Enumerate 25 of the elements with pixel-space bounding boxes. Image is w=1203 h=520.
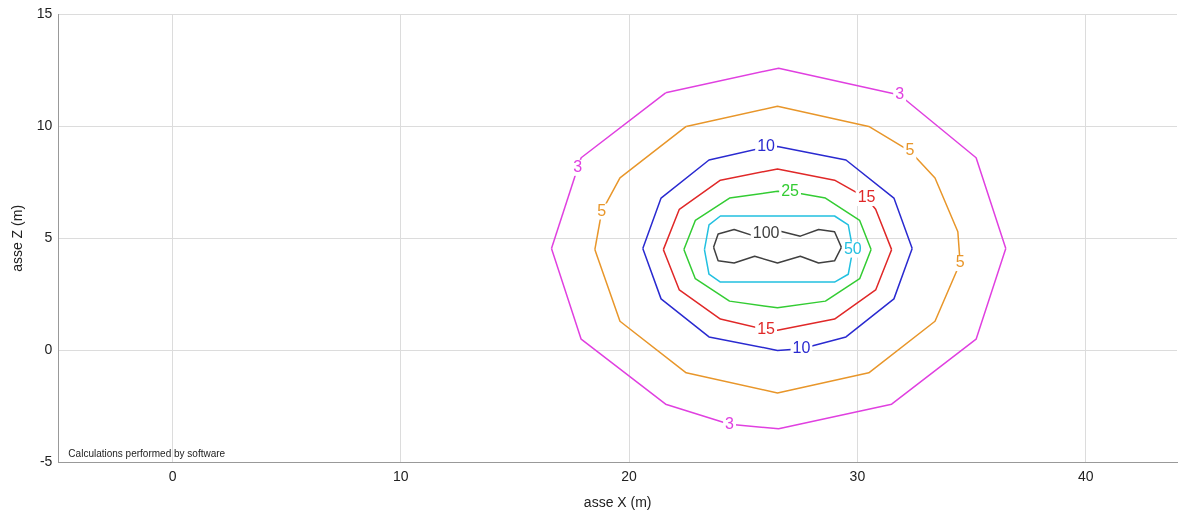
series-label: 5 [597,201,607,219]
series-label: 3 [895,85,905,103]
y-tick-label: 0 [44,341,53,358]
y-tick-label: 5 [44,229,53,246]
series-label: 15 [757,320,776,338]
y-tick-label: 10 [36,117,53,134]
x-tick-label: 10 [393,467,409,484]
series-label: 10 [757,137,776,155]
annotation: Calculations performed by software [68,448,226,460]
series-label: 3 [573,158,583,176]
series-label: 50 [843,240,862,258]
x-tick-label: 20 [621,467,638,484]
series-label: 10 [792,339,811,357]
x-tick-label: 30 [849,467,866,484]
x-axis-title: asse X (m) [583,494,652,511]
y-axis-title: asse Z (m) [9,204,26,272]
y-tick-label: 15 [36,5,53,22]
series-label: 5 [905,141,915,159]
series-label: 3 [725,414,735,432]
series-label: 5 [955,253,965,271]
y-tick-label: -5 [39,453,53,470]
series-label: 15 [857,188,876,206]
x-tick-label: 40 [1077,467,1094,484]
series-label: 25 [781,182,800,200]
x-tick-label: 0 [168,467,177,484]
